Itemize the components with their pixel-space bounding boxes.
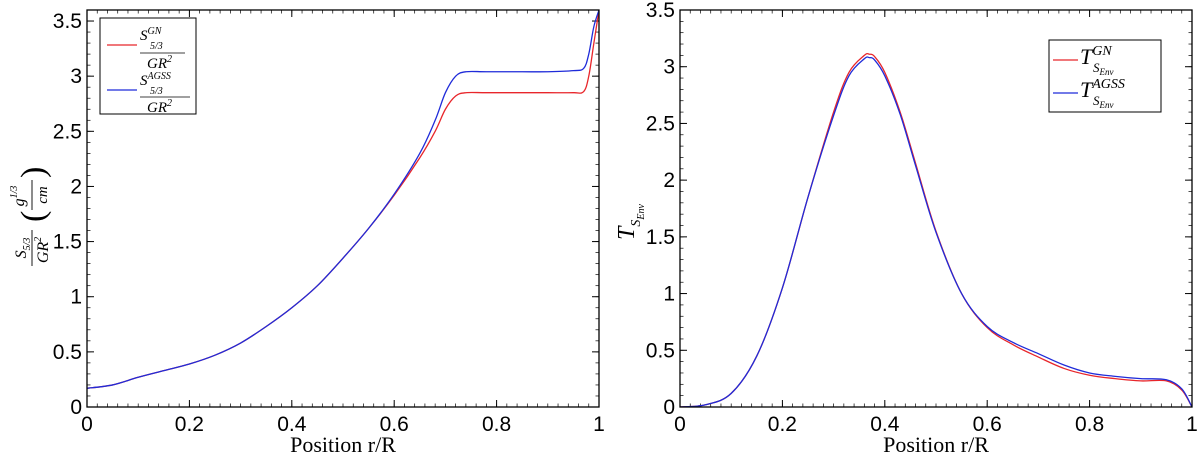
right-ylabel-subsub: Env	[636, 203, 647, 220]
left-y-tick-labels: 0 0.5 1 1.5 2 2.5 3 3.5	[53, 10, 82, 419]
left-ylabel-sub: 5/3	[22, 238, 33, 251]
left-ylabel-base: S	[13, 250, 30, 258]
left-plot-frame	[86, 9, 600, 408]
right-legend-gn-sub: S	[1093, 60, 1100, 75]
right-legend-gn-subsub: Env	[1099, 67, 1114, 77]
right-legend-box	[1048, 39, 1162, 113]
y-tick-label: 0	[663, 396, 675, 419]
y-tick-label: 1	[663, 283, 675, 306]
svg-text:GR2: GR2	[33, 237, 52, 263]
right-legend-gn-sup: GN	[1092, 44, 1112, 59]
right-plot-frame	[679, 9, 1193, 408]
x-tick-label: 0.2	[768, 413, 797, 436]
y-tick-label: 3	[70, 65, 82, 88]
right-legend-agss-sub: S	[1093, 93, 1100, 108]
svg-text:SGN: SGN	[140, 26, 163, 44]
right-legend-agss-base: T	[1080, 77, 1094, 102]
left-legend-gn-sup: GN	[148, 26, 163, 37]
svg-text:SEnv: SEnv	[1093, 93, 1114, 110]
left-legend-agss-sup: AGSS	[147, 71, 171, 82]
y-tick-label: 3.5	[646, 0, 675, 22]
x-tick-label: 1	[593, 413, 605, 436]
y-tick-label: 1	[70, 286, 82, 309]
right-y-axis-title: TSEnv	[614, 203, 647, 239]
y-tick-label: 2.5	[53, 120, 82, 143]
svg-text:TGN: TGN	[1080, 44, 1112, 69]
x-tick-label: 0.8	[1075, 413, 1104, 436]
y-tick-label: 1.5	[646, 226, 675, 249]
left-ylabel-close-paren: )	[15, 167, 52, 178]
right-x-tick-labels: 0 0.2 0.4 0.6 0.8 1	[674, 413, 1198, 436]
left-legend-agss-sub: 5/3	[150, 86, 163, 97]
left-legend-agss-den-sup: 2	[167, 98, 172, 109]
svg-text:TSEnv: TSEnv	[614, 203, 647, 239]
right-legend-gn-base: T	[1080, 44, 1094, 69]
y-tick-label: 2.5	[646, 112, 675, 135]
left-legend-box	[99, 17, 197, 115]
left-ylabel-den-sup: 2	[33, 237, 44, 242]
right-legend-agss-subsub: Env	[1099, 100, 1114, 110]
left-legend-gn-den: GR	[147, 56, 167, 72]
x-tick-label: 0.6	[380, 413, 409, 436]
left-y-axis-title: S5/3 GR2 ( g1/3 cm )	[9, 167, 52, 266]
left-ylabel-unit-den: cm	[35, 186, 51, 204]
right-x-axis-title: Position r/R	[883, 432, 989, 457]
right-y-tick-labels: 0 0.5 1 1.5 2 2.5 3 3.5	[646, 0, 675, 419]
svg-text:GR2: GR2	[147, 54, 172, 72]
svg-text:SAGSS: SAGSS	[140, 71, 171, 89]
svg-text:S5/3: S5/3	[13, 238, 33, 259]
y-tick-label: 0.5	[646, 339, 675, 362]
svg-text:SEnv: SEnv	[1093, 60, 1114, 77]
x-tick-label: 0.4	[870, 413, 900, 436]
y-tick-label: 3.5	[53, 10, 82, 33]
left-legend-agss-base: S	[140, 73, 148, 89]
left-legend-gn-den-sup: 2	[167, 54, 172, 65]
series-line-agss	[680, 56, 1192, 407]
right-chart-panel: 0 0.2 0.4 0.6 0.8 1 0 0.5 1 1.5 2 2.5 3 3.5 Position…	[614, 0, 1198, 457]
y-tick-label: 2	[70, 175, 82, 198]
series-line-agss	[87, 10, 599, 389]
left-ylabel-unit-num: g	[11, 198, 28, 206]
left-x-axis-title: Position r/R	[290, 432, 396, 457]
left-legend-gn-sub: 5/3	[150, 41, 163, 52]
x-tick-label: 0.6	[973, 413, 1002, 436]
left-chart-panel: 0 0.2 0.4 0.6 0.8 1 0 0.5 1 1.5 2 2.5 3 3.5 Position…	[9, 9, 605, 457]
y-tick-label: 1.5	[53, 231, 82, 254]
y-tick-label: 0	[70, 396, 82, 419]
svg-text:g1/3: g1/3	[9, 186, 28, 207]
left-x-tick-labels: 0 0.2 0.4 0.6 0.8 1	[81, 413, 605, 436]
x-tick-label: 0	[81, 413, 93, 436]
left-legend-agss-den: GR	[147, 100, 167, 116]
x-tick-label: 0	[674, 413, 686, 436]
left-series-lines	[87, 10, 599, 389]
x-tick-label: 0.4	[277, 413, 307, 436]
right-legend: TGN SEnv TAGSS SEnv	[1048, 39, 1162, 113]
svg-text:TAGSS: TAGSS	[1080, 77, 1125, 102]
right-ylabel-base: T	[614, 225, 640, 240]
y-tick-label: 3	[663, 56, 675, 79]
right-ylabel-sub: S	[629, 220, 644, 227]
x-tick-label: 0.2	[175, 413, 204, 436]
svg-text:GR2: GR2	[147, 98, 172, 116]
x-tick-label: 0.8	[482, 413, 511, 436]
right-legend-agss-sup: AGSS	[1091, 77, 1125, 92]
left-ylabel-den: GR	[35, 242, 52, 264]
left-ylabel-open-paren: (	[15, 211, 52, 222]
left-legend: SGN 5/3 GR2 SAGSS 5/3 GR2	[99, 17, 197, 116]
right-series-lines	[680, 52, 1192, 407]
y-tick-label: 0.5	[53, 341, 82, 364]
left-legend-gn-base: S	[140, 28, 148, 44]
y-tick-label: 2	[663, 169, 675, 192]
left-ylabel-unit-num-sup: 1/3	[9, 186, 20, 199]
x-tick-label: 1	[1186, 413, 1198, 436]
